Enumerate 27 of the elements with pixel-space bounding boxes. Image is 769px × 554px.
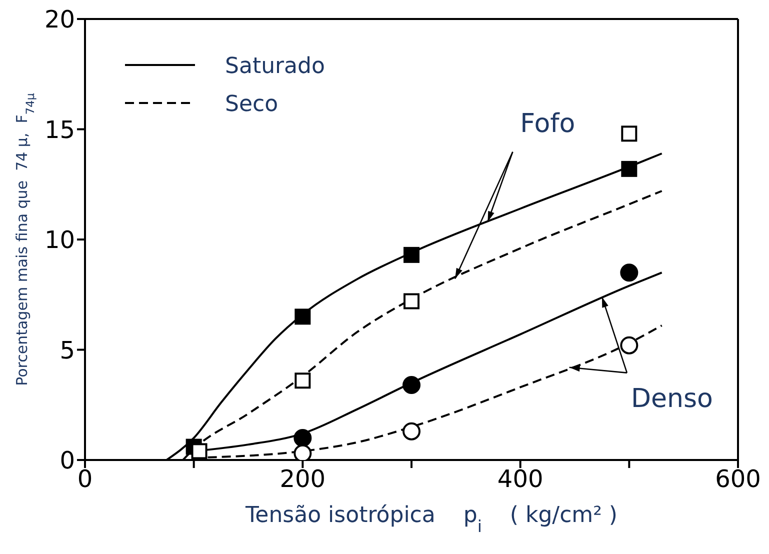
- point: [404, 293, 420, 310]
- y-tick-label: 0: [60, 446, 75, 475]
- point: [191, 443, 208, 460]
- y-tick-label: 15: [44, 116, 75, 144]
- point: [620, 336, 638, 354]
- x-tick-label: 600: [715, 465, 761, 494]
- legend-label: Saturado: [225, 54, 325, 79]
- point: [294, 308, 311, 325]
- annotation: Fofo: [520, 108, 576, 139]
- y-tick-label: 20: [44, 6, 75, 34]
- x-tick-label: 0: [77, 465, 93, 494]
- point: [402, 422, 420, 440]
- point: [621, 126, 638, 142]
- point: [294, 372, 311, 389]
- legend-label: Seco: [225, 92, 278, 117]
- y-tick-label: 10: [44, 226, 75, 254]
- point: [621, 160, 638, 177]
- x-tick-label: 400: [497, 465, 544, 494]
- x-tick-label: 200: [280, 465, 326, 494]
- point: [294, 428, 312, 447]
- point: [294, 444, 312, 460]
- annotation: Denso: [630, 384, 713, 414]
- point: [402, 376, 420, 394]
- text: Tensão isotrópica p$_{i}$ ( kg/cm² ): [245, 503, 618, 536]
- point: [404, 246, 420, 263]
- y-tick-label: 5: [60, 336, 75, 364]
- point: [620, 264, 638, 282]
